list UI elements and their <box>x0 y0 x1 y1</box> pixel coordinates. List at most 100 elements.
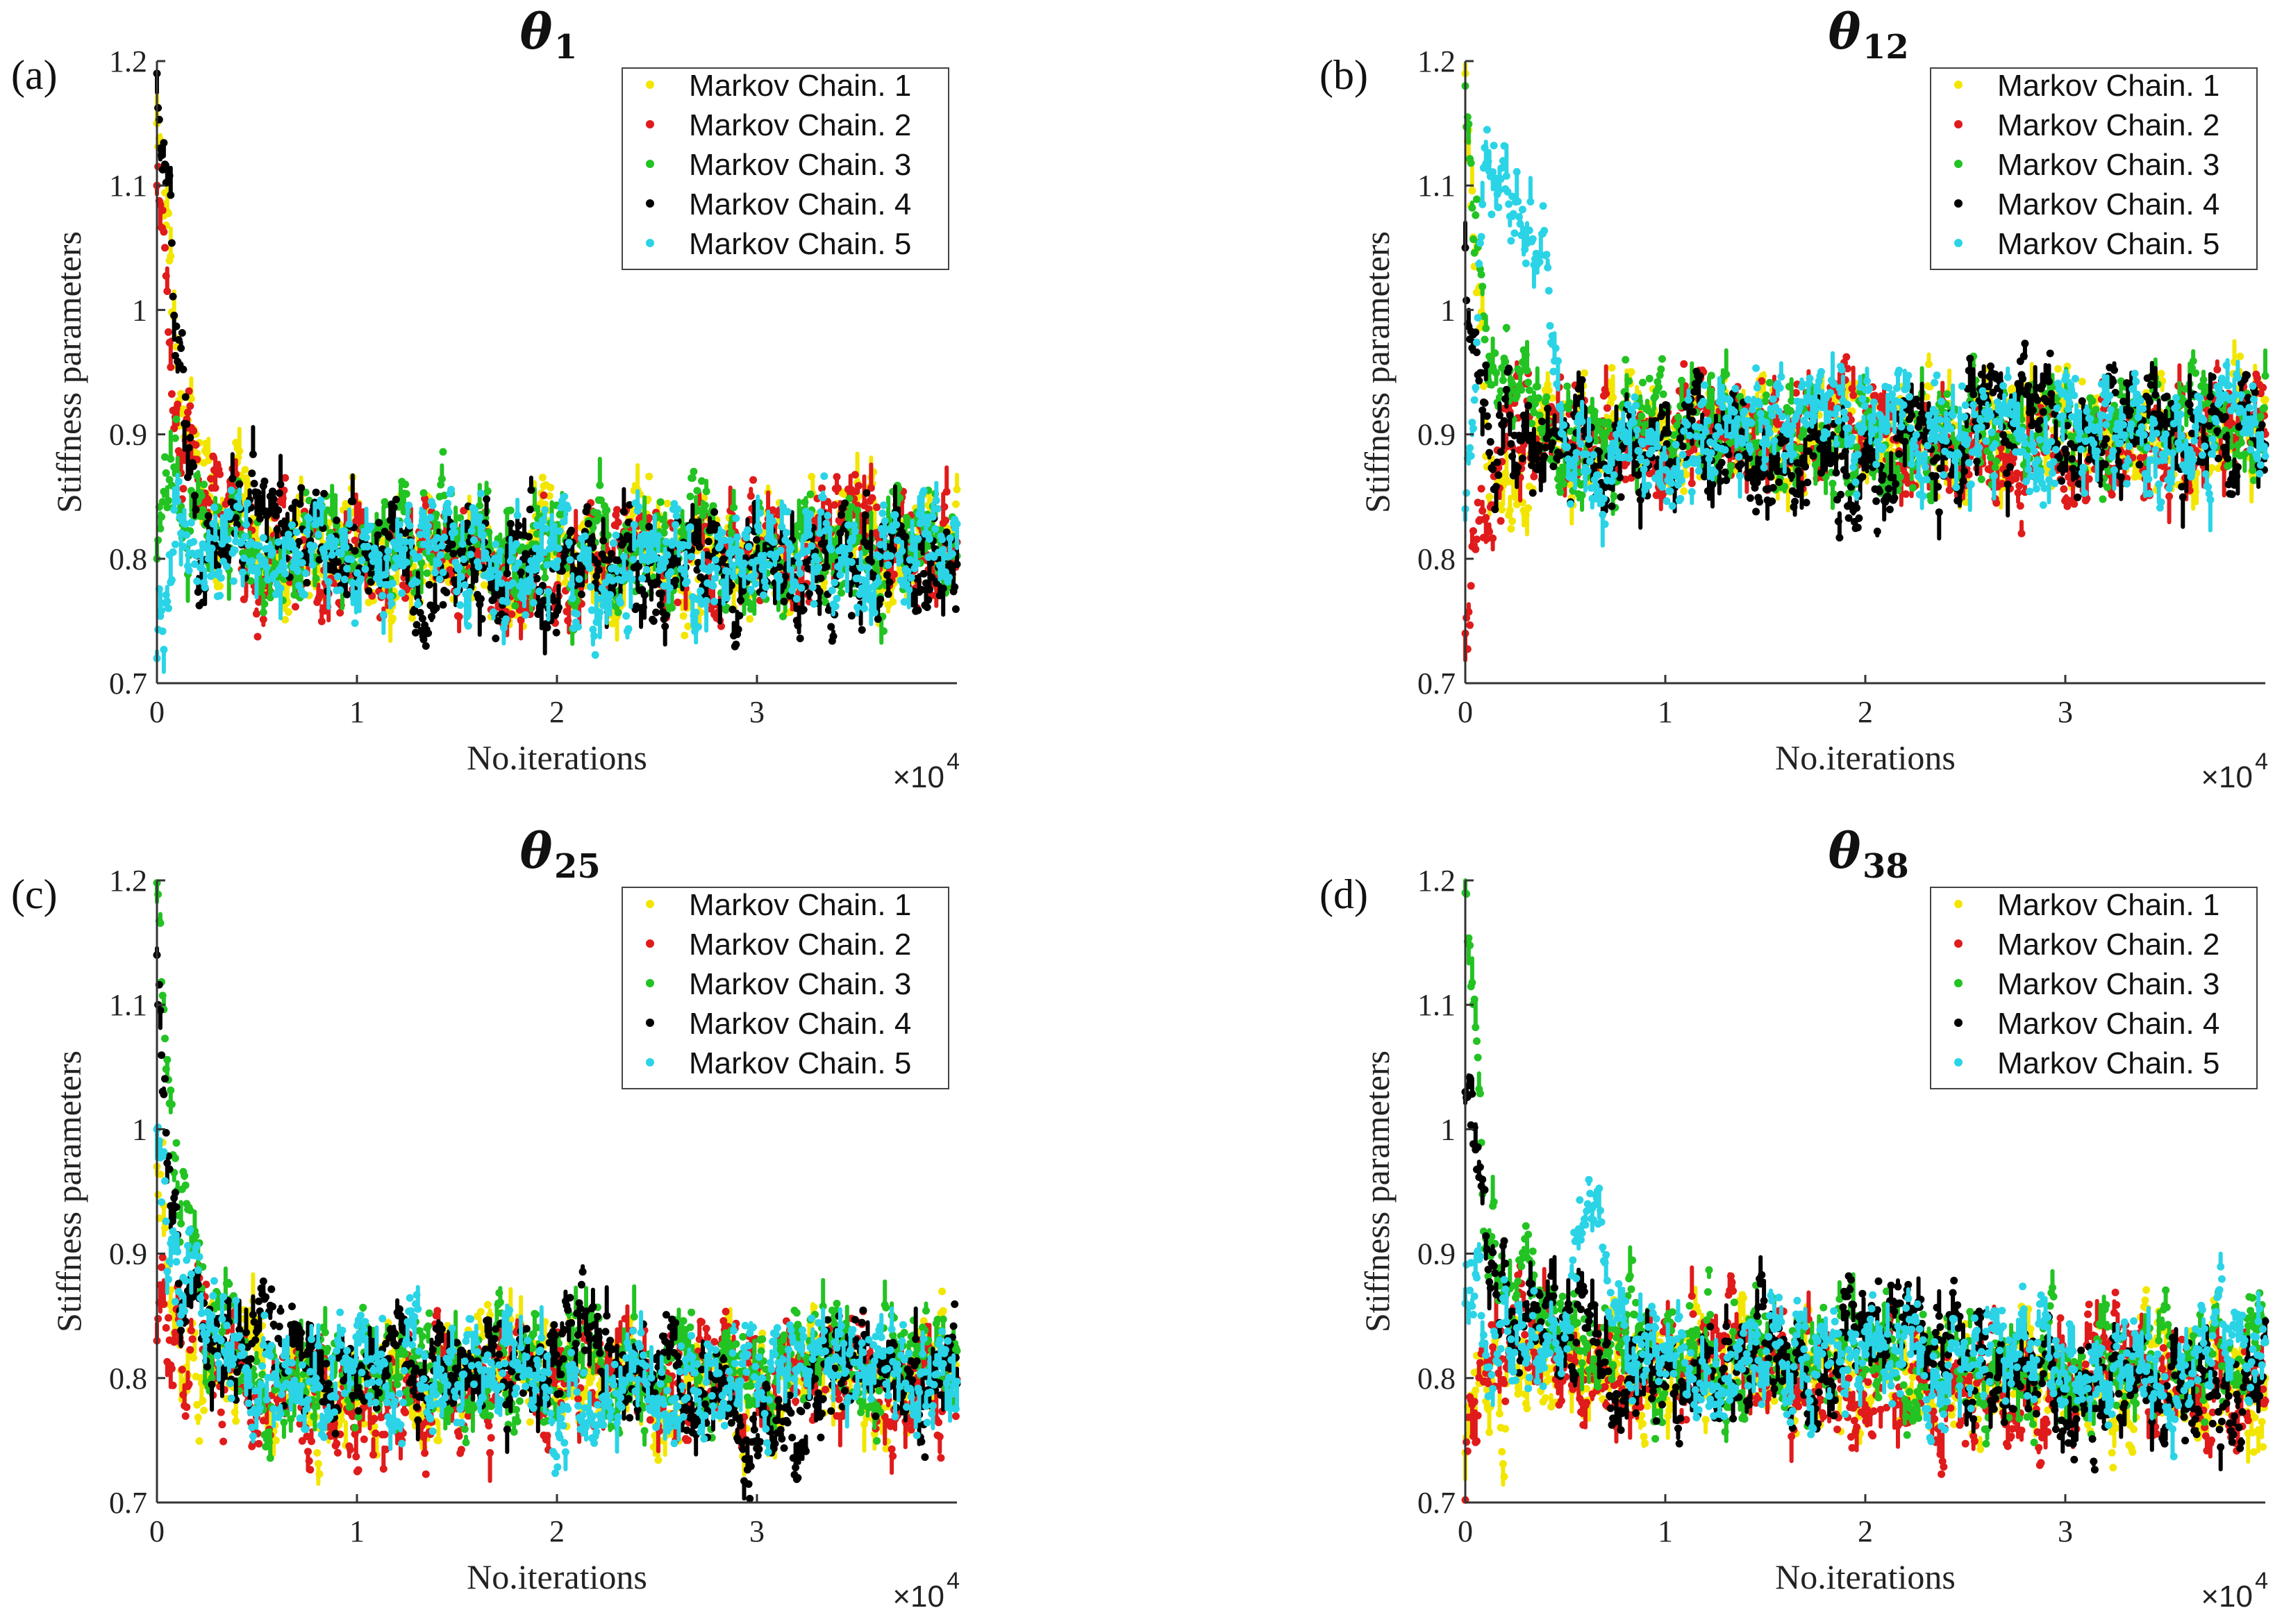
data-point <box>478 524 486 532</box>
x-tick-label: 3 <box>749 695 765 729</box>
data-point <box>638 574 647 583</box>
data-point <box>442 588 451 596</box>
data-point <box>624 625 633 633</box>
data-point <box>181 393 190 401</box>
data-point <box>665 584 674 592</box>
legend-entry: Markov Chain. 3 <box>689 148 911 182</box>
data-point <box>1507 525 1515 533</box>
data-point <box>405 501 413 510</box>
data-point <box>732 514 740 522</box>
data-point <box>652 608 660 617</box>
data-point <box>1608 364 1616 372</box>
data-point <box>913 560 921 568</box>
data-point <box>388 599 396 608</box>
data-point <box>656 498 665 506</box>
data-point <box>165 496 172 505</box>
data-point <box>363 542 372 551</box>
data-point <box>1680 487 1688 495</box>
data-point <box>200 480 208 489</box>
data-point <box>365 587 373 595</box>
data-point <box>508 555 516 564</box>
data-point <box>693 487 701 495</box>
data-point <box>217 574 225 582</box>
data-point <box>1580 369 1588 377</box>
data-point <box>190 462 198 470</box>
y-tick-label: 1.1 <box>109 169 147 203</box>
data-point <box>478 614 486 623</box>
data-point <box>274 506 283 514</box>
data-point <box>581 532 589 540</box>
data-point <box>933 505 942 513</box>
data-point <box>192 505 200 514</box>
data-point <box>186 402 194 410</box>
data-point <box>577 590 585 598</box>
data-point <box>528 581 537 589</box>
data-point <box>351 546 359 555</box>
legend-marker <box>646 120 654 128</box>
data-point <box>509 579 517 587</box>
data-point <box>310 542 318 551</box>
data-point <box>447 485 456 494</box>
data-point <box>919 569 928 578</box>
data-point <box>406 521 414 530</box>
data-point <box>663 551 672 559</box>
data-point <box>231 546 239 554</box>
data-point <box>210 503 218 512</box>
data-point <box>806 510 815 519</box>
data-point <box>744 543 753 551</box>
data-point <box>167 390 176 398</box>
legend-entry: Markov Chain. 1 <box>689 69 911 103</box>
data-point <box>248 469 256 478</box>
data-point <box>260 600 269 608</box>
data-point <box>260 477 269 485</box>
data-point <box>817 508 825 517</box>
data-point <box>185 567 193 575</box>
data-point <box>686 492 694 501</box>
data-point <box>710 508 719 516</box>
data-point <box>158 627 167 635</box>
data-point <box>543 623 551 632</box>
data-point <box>169 548 177 556</box>
data-point <box>226 510 234 518</box>
data-point <box>526 505 534 514</box>
data-point <box>594 566 603 574</box>
data-point <box>847 558 856 567</box>
data-point <box>167 576 176 584</box>
data-point <box>847 612 856 620</box>
data-point <box>340 576 349 583</box>
data-point <box>547 483 555 492</box>
data-point <box>456 601 465 609</box>
data-point <box>480 581 488 589</box>
data-point <box>948 550 956 558</box>
data-point <box>425 544 433 552</box>
legend: Markov Chain. 1 Markov Chain. 2 Markov Cha… <box>622 67 949 270</box>
data-point <box>476 489 485 498</box>
data-points <box>153 69 961 674</box>
data-point <box>688 553 696 561</box>
data-point <box>697 587 705 595</box>
data-point <box>361 565 369 574</box>
data-point <box>796 635 804 642</box>
data-point <box>419 489 428 497</box>
data-point <box>253 569 262 577</box>
data-point <box>834 484 842 492</box>
data-point <box>873 503 881 512</box>
data-point <box>831 501 839 509</box>
data-point <box>467 551 475 559</box>
y-tick-label: 1 <box>132 293 147 327</box>
data-point <box>525 533 533 541</box>
data-point <box>243 499 251 508</box>
data-point <box>645 472 653 480</box>
data-point <box>880 501 888 510</box>
data-point <box>694 623 702 631</box>
data-point <box>779 612 787 621</box>
data-point <box>686 523 694 531</box>
data-point <box>281 616 290 623</box>
data-point <box>765 561 774 569</box>
data-point <box>552 628 560 637</box>
data-point <box>796 569 804 578</box>
data-point <box>886 552 894 560</box>
data-point <box>896 556 904 564</box>
data-point <box>674 598 682 607</box>
data-point <box>938 535 947 544</box>
